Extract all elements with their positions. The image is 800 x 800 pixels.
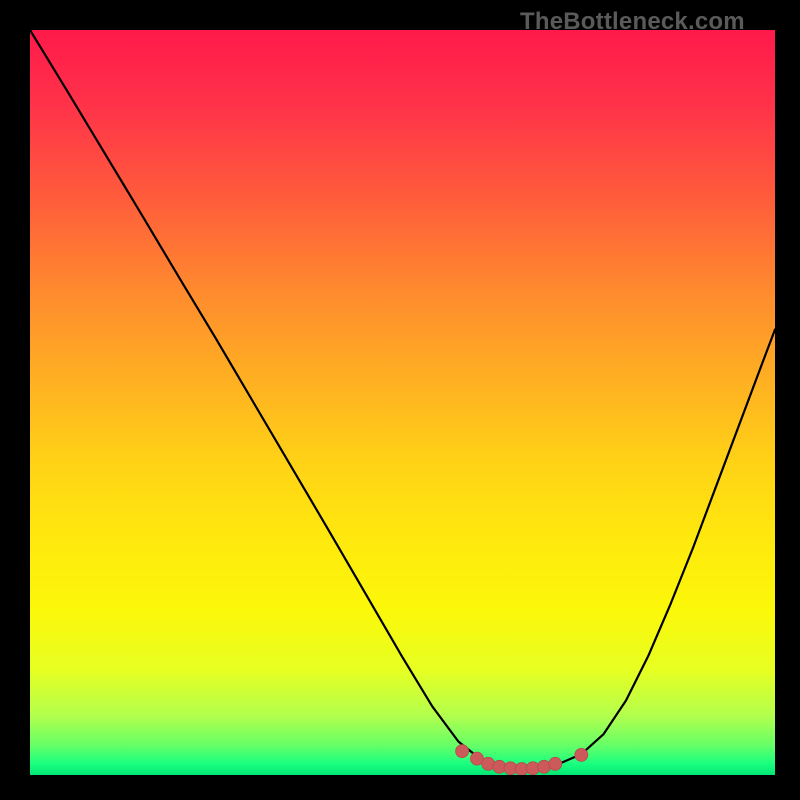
frame-border-right: [775, 0, 800, 800]
gradient-background: [30, 30, 775, 775]
marker-dot: [575, 748, 588, 761]
frame-border-left: [0, 0, 30, 800]
frame-border-bottom: [0, 775, 800, 800]
watermark-text: TheBottleneck.com: [520, 8, 745, 36]
chart-frame: TheBottleneck.com: [0, 0, 800, 800]
bottleneck-chart: [0, 0, 800, 800]
marker-dot: [456, 745, 469, 758]
marker-dot: [549, 757, 562, 770]
